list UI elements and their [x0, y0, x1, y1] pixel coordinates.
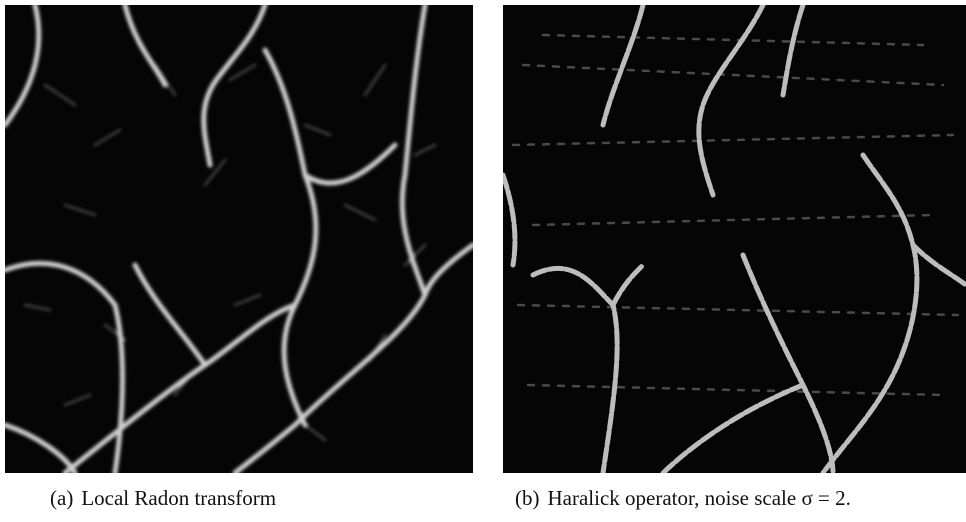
caption-text: Local Radon transform	[81, 486, 276, 510]
figure-page: (a) Local Radon transform (b) Haralick ope…	[0, 0, 966, 522]
caption-text: Haralick operator, noise scale σ = 2.	[548, 486, 851, 510]
caption-b: (b) Haralick operator, noise scale σ = 2.	[515, 486, 851, 511]
caption-label: (a)	[50, 486, 73, 510]
caption-a: (a) Local Radon transform	[50, 486, 276, 511]
image-haralick	[503, 5, 966, 473]
image-radon	[5, 5, 473, 473]
caption-label: (b)	[515, 486, 540, 510]
